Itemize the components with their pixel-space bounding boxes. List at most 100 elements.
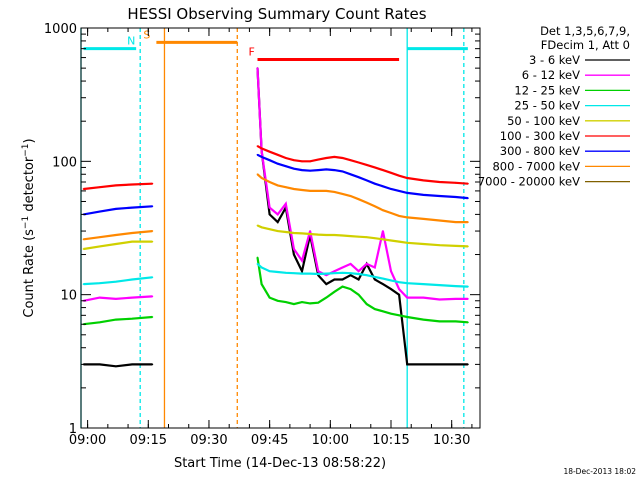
series-point-7-9: [284, 186, 287, 189]
y-tick-label-0: 1: [69, 422, 77, 437]
series-line-4-1: [257, 224, 468, 248]
series-line-3-1: [256, 263, 468, 288]
series-point-7-16: [341, 192, 344, 195]
series-point-0-22: [390, 288, 392, 291]
series-point-5-13: [317, 158, 320, 161]
chart-title: HESSI Observing Summary Count Rates: [127, 5, 426, 23]
series-point-5-7: [268, 150, 271, 153]
series-point-1-18: [357, 270, 360, 273]
series-point-0-3: [131, 363, 134, 366]
series-point-4-6: [260, 226, 263, 229]
series-point-2-1: [98, 321, 101, 324]
series-point-4-24: [406, 241, 409, 244]
series-point-5-27: [454, 181, 457, 184]
series-point-7-13: [317, 190, 320, 192]
series-point-1-23: [398, 288, 400, 291]
series-point-0-7: [268, 213, 271, 216]
series-point-6-11: [301, 169, 303, 171]
series-5: [82, 145, 469, 191]
series-point-4-10: [293, 232, 295, 234]
series-point-7-17: [349, 195, 352, 197]
series-point-5-20: [373, 166, 376, 169]
series-point-2-10: [293, 303, 295, 305]
series-point-5-19: [365, 164, 368, 166]
series-2: [82, 256, 469, 326]
series-point-0-26: [438, 363, 441, 366]
series-point-5-17: [349, 159, 352, 162]
series-point-4-8: [276, 230, 279, 232]
series-point-1-6: [260, 149, 263, 152]
series-point-2-24: [406, 316, 409, 318]
series-point-3-11: [301, 272, 303, 275]
series-point-1-7: [268, 206, 271, 209]
series-point-0-23: [398, 293, 400, 296]
series-point-6-14: [325, 168, 328, 171]
series-point-4-27: [454, 245, 457, 247]
series-point-2-4: [151, 316, 154, 318]
series-point-3-25: [422, 283, 425, 286]
series-point-2-25: [422, 318, 425, 321]
series-point-4-26: [438, 244, 441, 247]
series-1: [82, 67, 469, 302]
series-point-3-15: [333, 272, 336, 275]
series-layer: [82, 67, 469, 368]
series-line-6-1: [256, 153, 468, 200]
series-point-4-9: [284, 231, 287, 233]
y-tick-label-1: 10: [60, 289, 77, 304]
series-point-6-4: [151, 205, 154, 208]
series-point-4-28: [466, 245, 469, 248]
series-point-6-7: [268, 159, 271, 162]
series-point-6-3: [131, 206, 134, 209]
series-point-5-26: [438, 181, 441, 183]
series-3: [82, 263, 469, 288]
series-point-7-28: [466, 221, 469, 224]
series-point-4-5: [256, 224, 259, 227]
legend-label-3: 25 - 50 keV: [514, 99, 580, 113]
series-point-3-1: [98, 282, 101, 285]
series-point-7-0: [82, 238, 85, 241]
series-line-1-0: [83, 295, 153, 302]
series-point-0-17: [349, 274, 352, 277]
series-point-2-17: [349, 288, 352, 291]
series-point-2-2: [115, 318, 117, 321]
series-point-3-13: [317, 273, 320, 275]
vertical-markers: [80, 28, 465, 428]
series-point-4-13: [317, 233, 320, 236]
series-point-7-22: [390, 212, 392, 214]
series-point-1-15: [333, 270, 336, 273]
series-line-0-0: [83, 363, 153, 368]
series-point-5-10: [293, 159, 295, 162]
series-point-2-19: [365, 303, 368, 305]
series-point-3-22: [390, 279, 392, 282]
status-bars: N S F: [83, 28, 468, 62]
series-point-6-24: [406, 191, 409, 194]
series-point-6-28: [466, 197, 469, 199]
series-point-2-15: [333, 290, 336, 293]
series-point-7-26: [438, 219, 441, 222]
series-point-2-9: [284, 301, 287, 303]
series-point-3-17: [349, 272, 352, 275]
series-point-1-10: [293, 248, 295, 250]
series-point-0-15: [333, 278, 336, 281]
series-point-0-27: [454, 363, 457, 366]
series-point-3-14: [325, 272, 328, 275]
legend-label-5: 100 - 300 keV: [500, 129, 580, 143]
series-point-6-6: [260, 155, 263, 158]
series-point-7-6: [260, 177, 263, 179]
series-point-0-25: [422, 363, 425, 366]
series-point-6-16: [341, 170, 344, 173]
legend-label-1: 6 - 12 keV: [522, 68, 580, 82]
series-point-6-12: [309, 169, 311, 172]
series-point-3-12: [309, 272, 311, 275]
series-point-0-28: [466, 363, 469, 366]
series-point-3-6: [260, 266, 263, 269]
series-point-1-27: [454, 297, 457, 300]
series-point-7-19: [365, 201, 368, 204]
series-point-1-20: [373, 266, 376, 269]
series-point-2-14: [325, 296, 328, 299]
series-point-5-16: [341, 157, 344, 159]
series-point-7-15: [333, 190, 336, 193]
series-point-3-8: [276, 271, 279, 273]
series-point-2-20: [373, 308, 376, 310]
series-point-2-16: [341, 285, 344, 288]
